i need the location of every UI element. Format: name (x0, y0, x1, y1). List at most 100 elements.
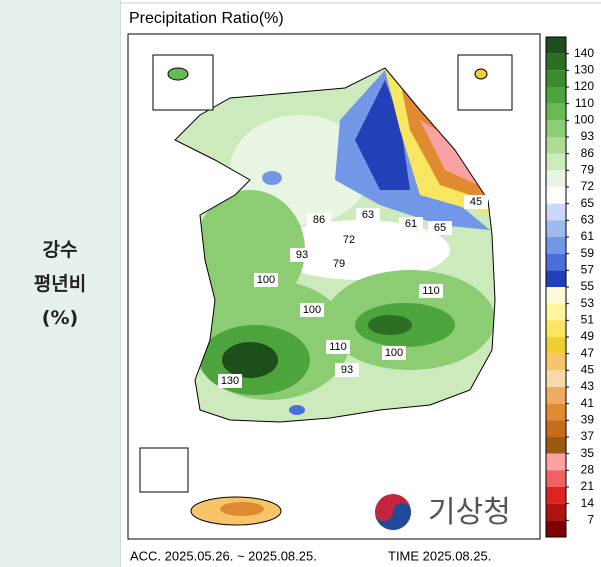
contour-label: 61 (405, 218, 417, 230)
side-label: 강수 (42, 238, 78, 261)
colorbar-label: 120 (574, 79, 594, 93)
colorbar-segment (546, 320, 566, 337)
contour-label: 72 (343, 234, 355, 246)
contour-label-bg (300, 303, 324, 317)
colorbar-segment (546, 220, 566, 237)
colorbar-segment (546, 370, 566, 387)
coastline (174, 67, 496, 423)
footer-acc: ACC. 2025.05.26. ~ 2025.08.25. (130, 548, 317, 563)
colorbar-label: 57 (581, 263, 595, 277)
contour-label-bg (464, 195, 488, 209)
colorbar-label: 59 (581, 246, 595, 260)
colorbar-label: 110 (575, 96, 594, 110)
colorbar-label: 65 (581, 196, 595, 210)
colorbar-segment (546, 53, 566, 71)
colorbar-segment (546, 103, 566, 121)
colorbar-label: 41 (581, 396, 595, 410)
colorbar-segment (546, 387, 566, 404)
colorbar-label: 93 (581, 129, 595, 143)
colorbar-label: 79 (581, 163, 595, 177)
colorbar-segment (546, 453, 566, 471)
contour-label-bg (290, 248, 314, 262)
colorbar-segment (546, 137, 566, 154)
contour-label-bg (254, 273, 278, 287)
contour-label: 100 (303, 304, 321, 316)
contour-label: 110 (422, 285, 440, 297)
colorbar-segment (546, 437, 566, 454)
logo-mark (375, 503, 411, 530)
contour-label: 100 (257, 274, 275, 286)
colorbar-label: 37 (581, 429, 595, 443)
colorbar-label: 61 (581, 229, 595, 243)
colorbar-segment (546, 37, 566, 54)
contour-label-bg (428, 221, 452, 235)
colorbar-label: 140 (574, 46, 594, 60)
contour-label: 93 (296, 249, 308, 261)
contour-label: 45 (470, 196, 482, 208)
colorbar-label: 53 (581, 296, 595, 310)
contour-label: 93 (341, 364, 353, 376)
colorbar-segment (546, 503, 566, 521)
jeju-core (220, 502, 264, 516)
colorbar-label: 35 (581, 446, 595, 460)
colorbar-label: 45 (581, 363, 595, 377)
colorbar-segment (546, 470, 566, 487)
contour-label-bg (337, 233, 361, 247)
contour-label-bg (326, 340, 350, 354)
contour-label-bg (327, 257, 351, 271)
colorbar-segment (546, 237, 566, 254)
contour-label: 79 (333, 258, 345, 270)
colorbar-segment (546, 87, 566, 104)
island (474, 68, 488, 80)
colorbar-segment (546, 420, 566, 437)
colorbar-label: 28 (581, 463, 595, 477)
colorbar-segment (546, 70, 566, 87)
colorbar-label: 43 (581, 379, 595, 393)
colorbar-label: 47 (581, 346, 595, 360)
colorbar-segment (546, 120, 566, 137)
contour-label-bg (218, 374, 242, 388)
colorbar-label: 130 (574, 63, 594, 77)
side-label: (%) (41, 306, 79, 329)
colorbar-label: 39 (581, 413, 595, 427)
colorbar-segment (546, 337, 566, 354)
side-panel: 강수 평년비 (%) (0, 0, 121, 567)
inset (152, 54, 214, 111)
contour-label: 63 (362, 209, 374, 221)
colorbar-segment (546, 287, 566, 304)
colorbar-label: 7 (587, 513, 594, 527)
title: Precipitation Ratio(%) (129, 10, 284, 27)
colorbar-segment (546, 520, 566, 537)
inset (139, 447, 189, 493)
colorbar-label: 51 (581, 313, 595, 327)
colorbar-segment (546, 403, 566, 421)
colorbar-segment (546, 303, 566, 321)
contour-label: 65 (434, 222, 446, 234)
contour-label-bg (382, 346, 406, 360)
contour-label-bg (356, 208, 380, 222)
contour-label-bg (335, 363, 359, 377)
contour-label-bg (399, 217, 423, 231)
footer-time: TIME 2025.08.25. (388, 548, 491, 563)
colorbar-segment (546, 203, 566, 221)
colorbar-segment (546, 187, 566, 204)
contour-label: 110 (329, 341, 347, 353)
contour-label-bg (419, 284, 443, 298)
contour-labels: 45 63 61 65 86 72 93 79 100 100 110 110 100 93 130 (218, 195, 488, 388)
side-label: 평년비 (33, 272, 87, 295)
island (167, 67, 189, 81)
contour-label: 100 (385, 347, 403, 359)
inset (457, 54, 513, 111)
colorbar-label: 63 (581, 213, 595, 227)
logo-text: 기상청 (428, 496, 511, 529)
colorbar: 140 130 120 110 100 93 86 79 72 65 63 61 59 57 55 53 51 4… (545, 36, 595, 538)
colorbar-label: 100 (574, 113, 594, 127)
colorbar-segment (546, 253, 566, 271)
contour-label: 86 (313, 214, 325, 226)
colorbar-segment (546, 270, 566, 287)
colorbar-segment (546, 487, 566, 504)
island (289, 405, 305, 415)
contour-label-bg (307, 213, 331, 227)
